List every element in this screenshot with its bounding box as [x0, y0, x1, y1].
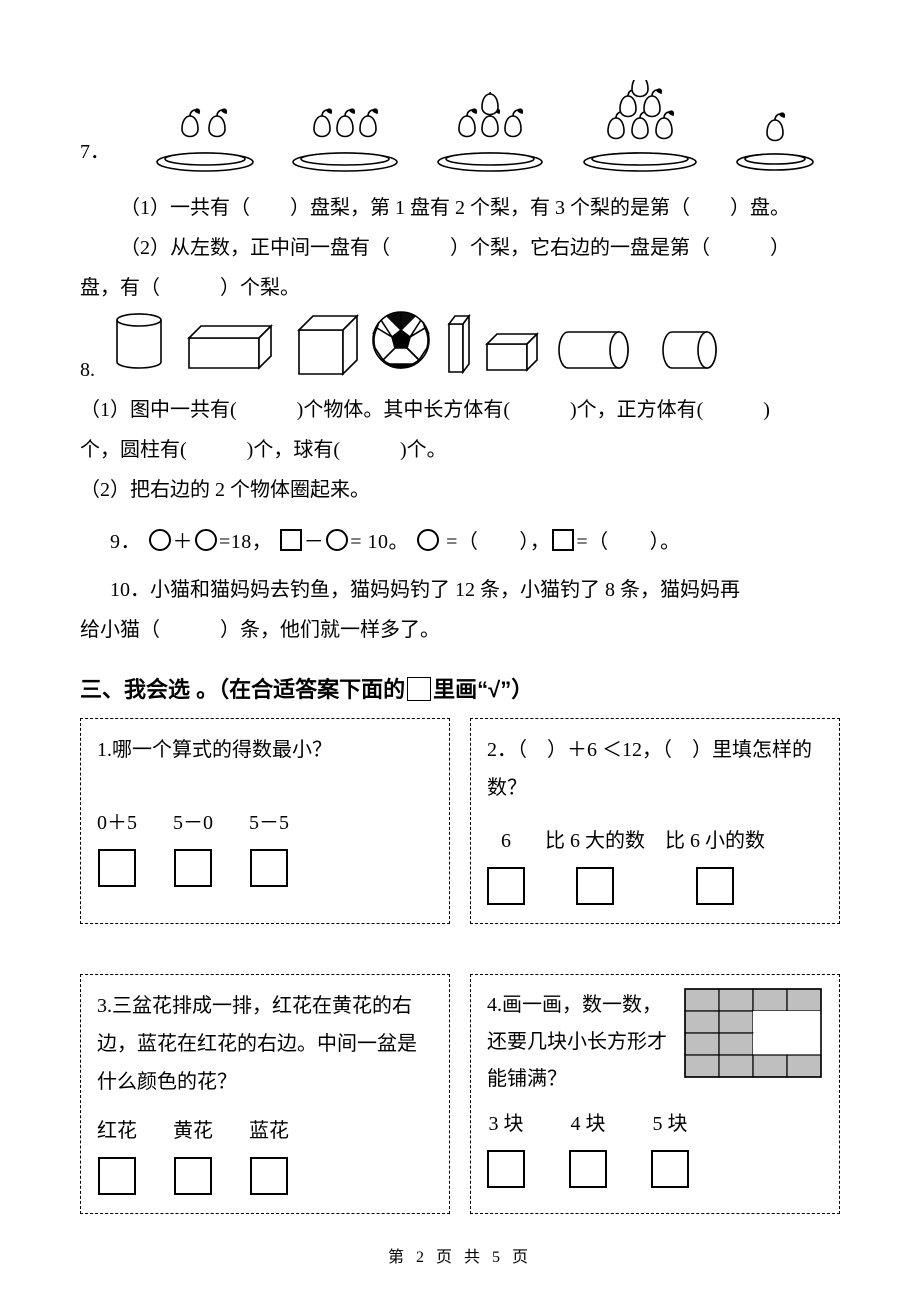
- mc4-box: 4.画一画，数一数，还要几块小长方形才能铺满？ 3 块 4 块 5 块: [470, 974, 840, 1214]
- q9-label: 9．: [110, 531, 141, 553]
- q7-plate-4: [580, 80, 700, 172]
- q7-plate-2: [290, 106, 400, 172]
- q8-line1b: 个，圆柱有( )个，球有( )个。: [80, 430, 840, 470]
- mc1-option-1[interactable]: 0＋5: [97, 803, 137, 887]
- circle-icon: [326, 529, 348, 551]
- mc4-question: 4.画一画，数一数，还要几块小长方形才能铺满？: [487, 987, 669, 1098]
- mc2-option-2[interactable]: 比 6 大的数: [545, 821, 645, 905]
- mc1-option-3[interactable]: 5－5: [249, 803, 289, 887]
- q7-line2a: （2）从左数，正中间一盘有（ ）个梨，它右边的一盘是第（ ）: [80, 228, 840, 268]
- mc1-box: 1.哪一个算式的得数最小？ 0＋5 5－0 5－5: [80, 718, 450, 924]
- mc3-option-3[interactable]: 蓝花: [249, 1111, 289, 1195]
- answer-box[interactable]: [250, 849, 288, 887]
- q9: 9． ＋=18， －= 10。 =（ ），=（ ）。: [80, 522, 840, 562]
- q7-line1: （1）一共有（ ）盘梨，第 1 盘有 2 个梨，有 3 个梨的是第（ ）盘。: [80, 188, 840, 228]
- section3-title: 三、我会选 。（在合适答案下面的里画“√”）: [80, 668, 840, 712]
- answer-box[interactable]: [487, 867, 525, 905]
- answer-box[interactable]: [98, 1157, 136, 1195]
- mc4-option-3[interactable]: 5 块: [651, 1104, 689, 1188]
- mc2-box: 2．（ ）＋6 ＜12，（ ）里填怎样的数？ 6 比 6 大的数 比 6 小的数: [470, 718, 840, 924]
- q8-line1: （1）图中一共有( )个物体。其中长方体有( )个，正方体有( ): [80, 390, 840, 430]
- mc1-option-2[interactable]: 5－0: [173, 803, 213, 887]
- answer-box[interactable]: [174, 849, 212, 887]
- circle-icon: [195, 529, 217, 551]
- answer-box[interactable]: [487, 1150, 525, 1188]
- q7-label: 7．: [80, 132, 110, 172]
- answer-box[interactable]: [576, 867, 614, 905]
- mc2-question: 2．（ ）＋6 ＜12，（ ）里填怎样的数？: [487, 731, 823, 807]
- answer-box[interactable]: [696, 867, 734, 905]
- q8-label: 8.: [80, 350, 95, 390]
- mc3-question: 3.三盆花排成一排，红花在黄花的右边，蓝花在红花的右边。中间一盆是什么颜色的花？: [97, 987, 433, 1101]
- mc4-option-2[interactable]: 4 块: [569, 1104, 607, 1188]
- mc3-option-2[interactable]: 黄花: [173, 1111, 213, 1195]
- mc3-box: 3.三盆花排成一排，红花在黄花的右边，蓝花在红花的右边。中间一盆是什么颜色的花？…: [80, 974, 450, 1214]
- q10-line2: 给小猫（ ）条，他们就一样多了。: [80, 610, 840, 650]
- q7-plate-1: [155, 106, 255, 172]
- answer-box[interactable]: [569, 1150, 607, 1188]
- mc1-question: 1.哪一个算式的得数最小？: [97, 731, 433, 769]
- circle-icon: [417, 529, 439, 551]
- q7-plate-5: [735, 112, 815, 172]
- circle-icon: [149, 529, 171, 551]
- q7-plate-3: [435, 92, 545, 172]
- answer-box[interactable]: [250, 1157, 288, 1195]
- q7-line2b: 盘，有（ ）个梨。: [80, 268, 840, 308]
- square-icon: [280, 529, 302, 551]
- mc3-option-1[interactable]: 红花: [97, 1111, 137, 1195]
- mc4-grid: [683, 987, 823, 1093]
- q10-line1: 10．小猫和猫妈妈去钓鱼，猫妈妈钓了 12 条，小猫钓了 8 条，猫妈妈再: [80, 570, 840, 610]
- box-icon: [407, 677, 431, 701]
- square-icon: [552, 529, 574, 551]
- mc2-option-1[interactable]: 6: [487, 821, 525, 905]
- mc2-option-3[interactable]: 比 6 小的数: [665, 821, 765, 905]
- answer-box[interactable]: [98, 849, 136, 887]
- q8-shapes-row: [107, 308, 767, 390]
- answer-box[interactable]: [174, 1157, 212, 1195]
- mc4-option-1[interactable]: 3 块: [487, 1104, 525, 1188]
- answer-box[interactable]: [651, 1150, 689, 1188]
- q8-line2: （2）把右边的 2 个物体圈起来。: [80, 470, 840, 510]
- page-footer: 第 2 页 共 5 页: [80, 1242, 840, 1274]
- q7-plates-row: 7．: [80, 80, 840, 172]
